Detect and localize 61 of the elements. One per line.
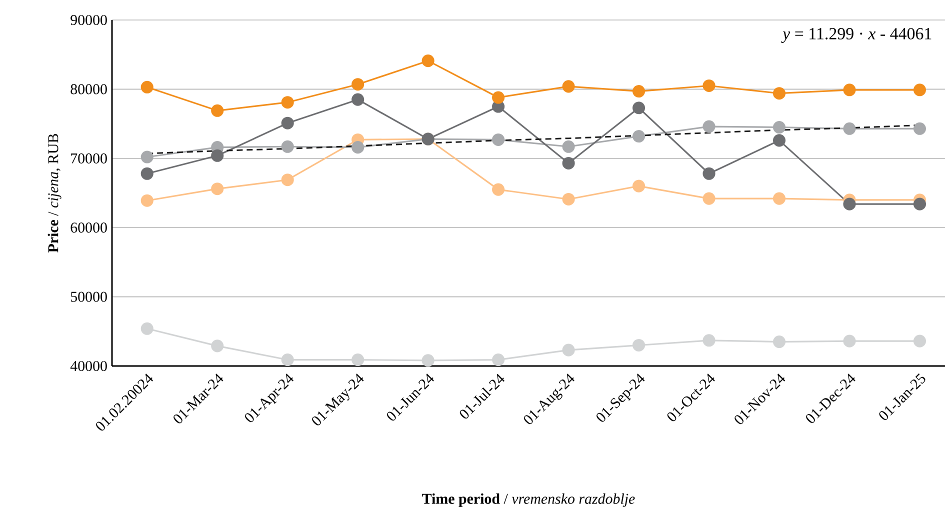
- point: [492, 183, 505, 196]
- point: [562, 80, 575, 93]
- point: [211, 104, 224, 117]
- point: [632, 85, 646, 98]
- point: [140, 80, 154, 94]
- y-axis-title: Price / cijena, RUB: [48, 134, 62, 253]
- point: [772, 192, 786, 205]
- point: [843, 122, 856, 135]
- point: [843, 198, 856, 210]
- point: [913, 122, 926, 135]
- y-tick-label: 50000: [71, 292, 107, 302]
- point: [492, 353, 505, 366]
- x-axis-title: Time period / vremensko razdoblje: [422, 493, 635, 507]
- y-tick-label: 70000: [71, 153, 107, 164]
- y-tick-label: 60000: [70, 222, 107, 233]
- point: [702, 120, 716, 133]
- y-tick-label: 80000: [70, 84, 107, 94]
- point: [281, 353, 294, 366]
- point: [632, 338, 646, 352]
- point: [422, 54, 434, 68]
- point: [913, 198, 926, 210]
- point: [562, 140, 575, 153]
- point: [140, 150, 154, 164]
- y-tick-label: 40000: [70, 360, 107, 372]
- annotation: y = 11.299 · x - 44061: [781, 28, 932, 43]
- point: [562, 344, 575, 356]
- point: [843, 84, 856, 96]
- point: [281, 174, 294, 186]
- point: [843, 334, 856, 348]
- point: [281, 96, 294, 109]
- point: [702, 79, 716, 92]
- point: [140, 167, 154, 180]
- point: [562, 192, 575, 206]
- point: [352, 93, 364, 106]
- point: [632, 130, 646, 143]
- y-tick-label: 90000: [70, 14, 107, 26]
- point: [422, 354, 434, 367]
- point: [632, 102, 646, 114]
- point: [352, 78, 364, 91]
- point: [211, 149, 224, 162]
- point: [632, 180, 646, 192]
- point: [281, 116, 294, 130]
- point: [772, 134, 786, 147]
- point: [352, 141, 364, 154]
- point: [562, 156, 575, 170]
- point: [702, 334, 716, 347]
- point: [772, 336, 786, 348]
- point: [913, 334, 926, 348]
- point: [140, 322, 154, 335]
- point: [492, 133, 505, 146]
- point: [772, 120, 786, 134]
- point: [702, 167, 716, 180]
- point: [211, 340, 224, 352]
- point: [702, 192, 716, 205]
- point: [352, 353, 364, 366]
- point: [140, 194, 154, 207]
- point: [772, 87, 786, 100]
- point: [913, 84, 926, 96]
- point: [492, 91, 505, 104]
- point: [281, 140, 294, 153]
- point: [211, 182, 224, 196]
